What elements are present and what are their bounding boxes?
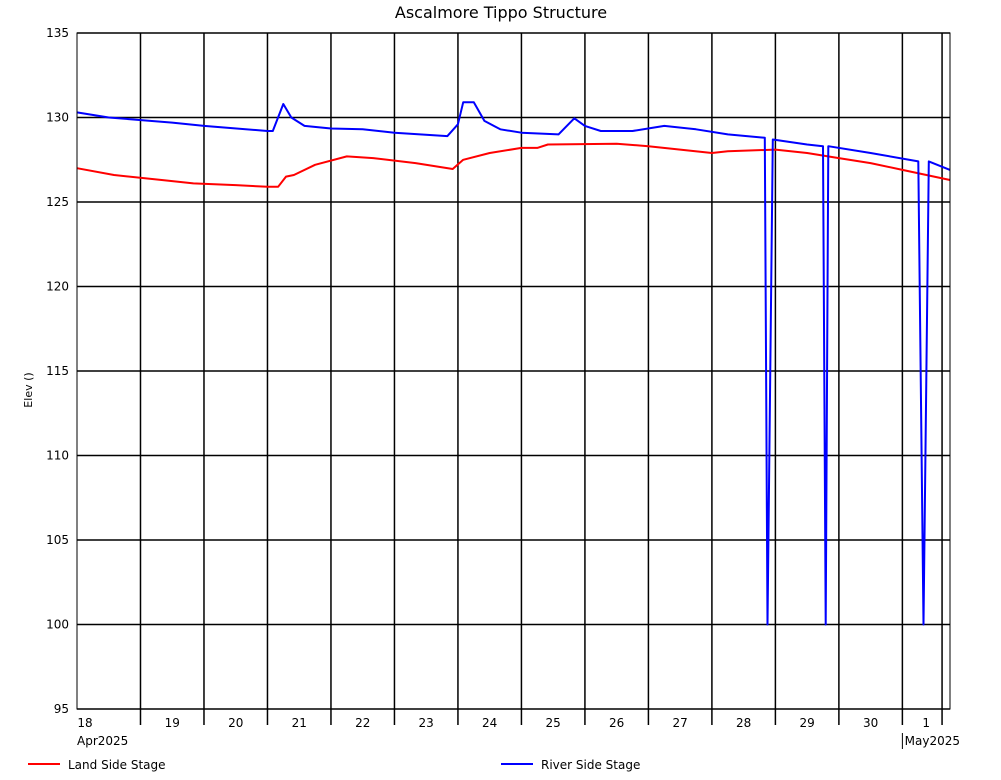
x-tick-label: 26 [609, 716, 624, 730]
x-tick-label: 1 [922, 716, 930, 730]
y-tick-label: 100 [46, 618, 69, 632]
chart-title: Ascalmore Tippo Structure [395, 3, 607, 22]
series-line-river-side-stage [76, 101, 951, 626]
x-ticks: 18 19 20 21 22 23 24 25 26 27 28 29 30 1 Apr2025 May202… [77, 716, 960, 749]
series-line-land-side-stage [76, 142, 951, 188]
x-tick-label: 19 [165, 716, 180, 730]
plot-frame [76, 32, 951, 710]
y-tick-label: 135 [46, 26, 69, 40]
x-tick-label: 25 [546, 716, 561, 730]
x-tick-label: 24 [482, 716, 497, 730]
y-tick-label: 125 [46, 195, 69, 209]
series-lines [76, 101, 951, 626]
y-tick-label: 120 [46, 280, 69, 294]
x-tick-label: 22 [355, 716, 370, 730]
x-tick-label: 21 [292, 716, 307, 730]
x-tick-label: 28 [736, 716, 751, 730]
legend-label: River Side Stage [541, 758, 640, 772]
x-tick-label: 27 [673, 716, 688, 730]
x-tick-label: 23 [419, 716, 434, 730]
month-label: May2025 [905, 734, 960, 748]
month-label: Apr2025 [77, 734, 128, 748]
y-axis-label: Elev () [22, 372, 35, 407]
x-tick-label: 18 [77, 716, 92, 730]
x-tick-label: 20 [228, 716, 243, 730]
legend: Land Side Stage River Side Stage [28, 758, 640, 772]
y-tick-label: 115 [46, 364, 69, 378]
y-tick-label: 95 [54, 702, 69, 716]
legend-label: Land Side Stage [68, 758, 166, 772]
y-ticks: 95 100 105 110 115 120 125 130 135 [46, 26, 69, 716]
grid [77, 32, 950, 725]
x-tick-label: 30 [863, 716, 878, 730]
y-tick-label: 105 [46, 533, 69, 547]
y-tick-label: 110 [46, 449, 69, 463]
y-tick-label: 130 [46, 111, 69, 125]
x-tick-label: 29 [800, 716, 815, 730]
